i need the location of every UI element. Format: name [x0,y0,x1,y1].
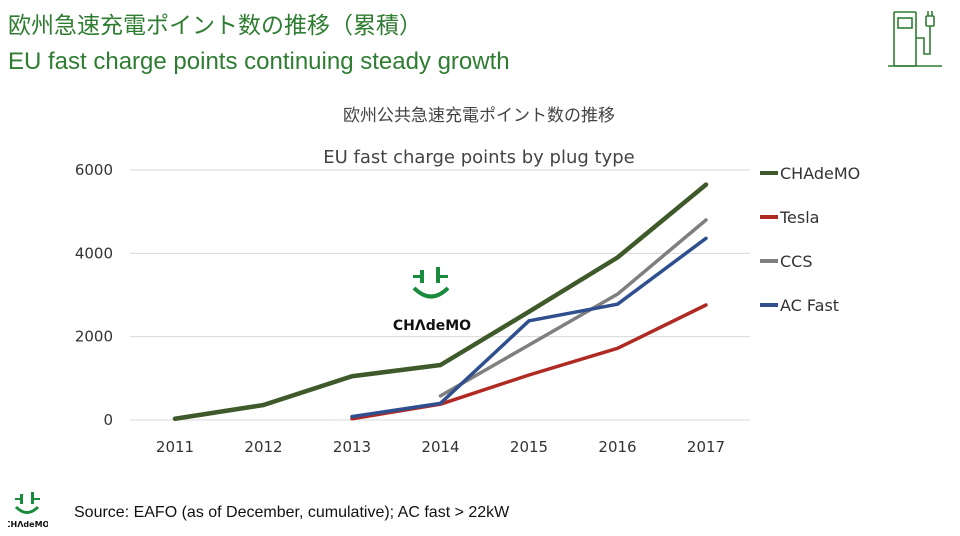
x-tick-label: 2017 [687,438,725,456]
x-tick-label: 2014 [421,438,459,456]
chademo-logo: CHΛdeMO [8,492,48,529]
chart-subtitle: EU fast charge points by plug type [323,147,634,168]
chart-logo-text: CHΛdeMO [393,318,471,334]
x-tick-label: 2015 [510,438,548,456]
ev-charger-icon [888,11,942,67]
page-title-ja: 欧州急速充電ポイント数の推移（累積） [8,13,422,39]
series-line-chademo [172,182,709,421]
line-chart: 欧州公共急速充電ポイント数の推移 EU fast charge points b… [75,106,860,456]
y-tick-label: 6000 [75,161,113,179]
chart-title: 欧州公共急速充電ポイント数の推移 [343,106,615,126]
legend-label: CHAdeMO [780,164,860,183]
x-tick-label: 2013 [333,438,371,456]
legend-label: CCS [780,252,813,271]
legend-label: Tesla [779,208,819,227]
series-line-ccs [438,218,708,398]
series-line-ac-fast [350,236,708,419]
y-tick-label: 4000 [75,244,113,262]
source-note: Source: EAFO (as of December, cumulative… [74,504,510,521]
x-tick-label: 2012 [244,438,282,456]
page-title-en: EU fast charge points continuing steady … [8,48,510,75]
legend-label: AC Fast [780,296,839,315]
x-tick-label: 2016 [598,438,636,456]
y-tick-label: 2000 [75,328,113,346]
footer-logo-text: CHΛdeMO [8,520,48,529]
x-tick-label: 2011 [156,438,194,456]
y-tick-label: 0 [103,411,113,429]
chart-logo: CHΛdeMO [393,267,471,334]
